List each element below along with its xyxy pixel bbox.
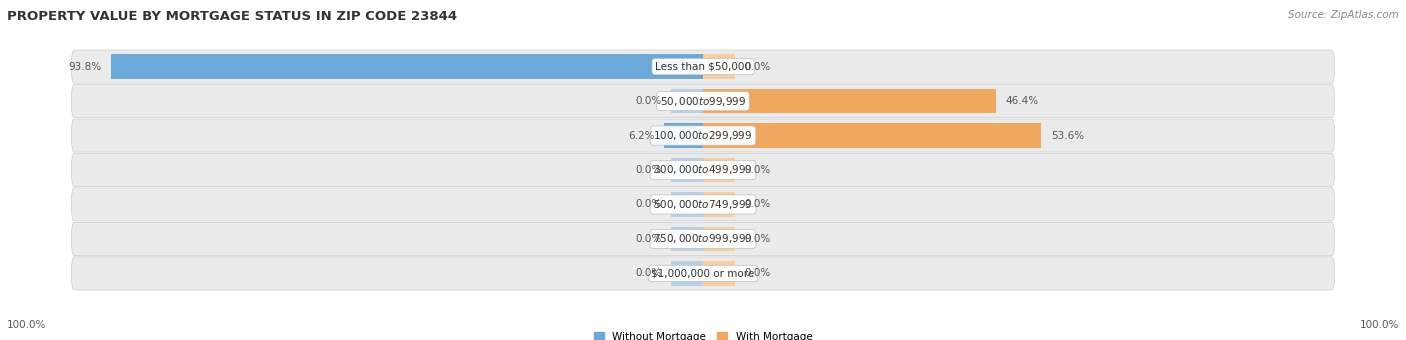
Text: 0.0%: 0.0% bbox=[744, 200, 770, 209]
Text: 0.0%: 0.0% bbox=[636, 165, 662, 175]
Text: 0.0%: 0.0% bbox=[744, 268, 770, 278]
Bar bbox=[703, 89, 995, 114]
Text: 0.0%: 0.0% bbox=[636, 234, 662, 244]
Bar bbox=[664, 123, 703, 148]
FancyBboxPatch shape bbox=[72, 188, 1334, 221]
Bar bbox=[672, 89, 703, 114]
Text: 100.0%: 100.0% bbox=[1360, 320, 1399, 330]
Bar bbox=[672, 192, 703, 217]
Text: 93.8%: 93.8% bbox=[67, 62, 101, 72]
FancyBboxPatch shape bbox=[72, 153, 1334, 187]
Bar bbox=[703, 226, 734, 251]
FancyBboxPatch shape bbox=[72, 50, 1334, 83]
Text: 0.0%: 0.0% bbox=[744, 62, 770, 72]
Text: 0.0%: 0.0% bbox=[636, 268, 662, 278]
Text: $500,000 to $749,999: $500,000 to $749,999 bbox=[654, 198, 752, 211]
Bar bbox=[703, 54, 734, 79]
Text: $50,000 to $99,999: $50,000 to $99,999 bbox=[659, 95, 747, 107]
Bar bbox=[672, 261, 703, 286]
Text: 0.0%: 0.0% bbox=[636, 200, 662, 209]
Text: 0.0%: 0.0% bbox=[744, 165, 770, 175]
Text: 100.0%: 100.0% bbox=[7, 320, 46, 330]
Bar bbox=[672, 158, 703, 182]
Bar bbox=[703, 123, 1042, 148]
Text: $1,000,000 or more: $1,000,000 or more bbox=[651, 268, 755, 278]
Text: 46.4%: 46.4% bbox=[1005, 96, 1039, 106]
Bar bbox=[703, 192, 734, 217]
Legend: Without Mortgage, With Mortgage: Without Mortgage, With Mortgage bbox=[589, 328, 817, 340]
Text: 0.0%: 0.0% bbox=[636, 96, 662, 106]
Bar bbox=[703, 261, 734, 286]
Text: 0.0%: 0.0% bbox=[744, 234, 770, 244]
FancyBboxPatch shape bbox=[72, 257, 1334, 290]
Bar bbox=[672, 226, 703, 251]
Text: $300,000 to $499,999: $300,000 to $499,999 bbox=[654, 164, 752, 176]
Text: 6.2%: 6.2% bbox=[628, 131, 654, 140]
Bar bbox=[703, 158, 734, 182]
Bar bbox=[111, 54, 703, 79]
FancyBboxPatch shape bbox=[72, 222, 1334, 255]
Text: Less than $50,000: Less than $50,000 bbox=[655, 62, 751, 72]
Text: $750,000 to $999,999: $750,000 to $999,999 bbox=[654, 233, 752, 245]
Text: $100,000 to $299,999: $100,000 to $299,999 bbox=[654, 129, 752, 142]
Text: PROPERTY VALUE BY MORTGAGE STATUS IN ZIP CODE 23844: PROPERTY VALUE BY MORTGAGE STATUS IN ZIP… bbox=[7, 10, 457, 23]
FancyBboxPatch shape bbox=[72, 85, 1334, 118]
Text: 53.6%: 53.6% bbox=[1050, 131, 1084, 140]
Text: Source: ZipAtlas.com: Source: ZipAtlas.com bbox=[1288, 10, 1399, 20]
FancyBboxPatch shape bbox=[72, 119, 1334, 152]
